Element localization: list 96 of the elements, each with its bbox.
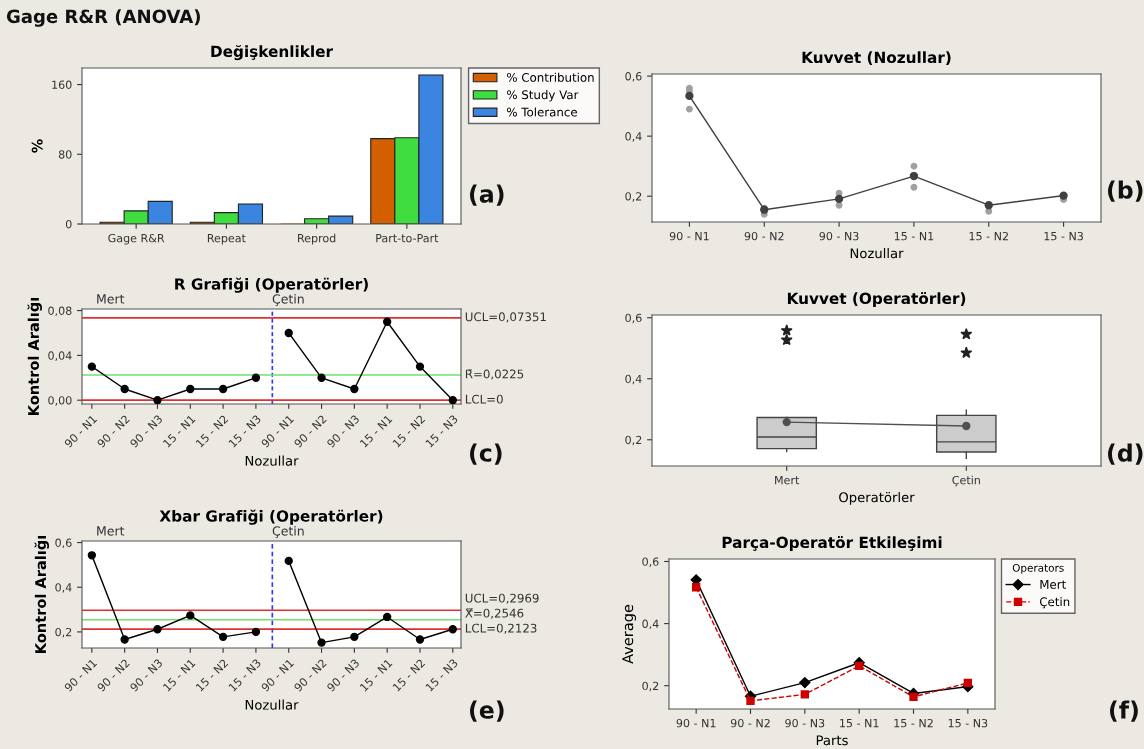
- ref-line-label: LCL=0,2123: [465, 623, 537, 634]
- x-tick-label: 15 - N3: [425, 414, 459, 448]
- y-tick-label: 0,4: [642, 619, 659, 630]
- x-axis-title: Parts: [816, 735, 848, 746]
- y-tick-label: 0,4: [625, 132, 642, 142]
- text: Gage R&R (ANOVA): [6, 9, 200, 27]
- x-tick-label: 90 - N1: [260, 414, 295, 449]
- text: (b): [1108, 180, 1143, 202]
- text: (a): [470, 184, 504, 206]
- x-tick-label: 90 - N3: [129, 414, 163, 449]
- chart-title: Değişkenlikler: [211, 44, 333, 61]
- x-tick-label: 90 - N2: [293, 414, 327, 449]
- text: Mert: [97, 294, 125, 304]
- legend-label: Mert: [1040, 580, 1066, 589]
- y-tick-label: 0,2: [625, 192, 642, 202]
- text: (f): [1110, 700, 1138, 722]
- x-tick-label: 90 - N2: [96, 414, 130, 449]
- legend-label: % Contribution: [507, 72, 594, 82]
- chart-title: Xbar Grafiği (Operatörler): [159, 509, 383, 525]
- x-tick-label: 90 - N3: [129, 658, 163, 693]
- ref-line-label: R̄=0,0225: [465, 369, 524, 380]
- y-axis-title: Kontrol Aralığı: [27, 298, 42, 415]
- y-tick-label: 0,6: [625, 72, 642, 82]
- x-tick-label: Reprod: [298, 233, 336, 245]
- y-tick-label: 0,6: [625, 313, 642, 324]
- y-axis-title: %: [31, 139, 43, 153]
- x-tick-label: 90 - N1: [669, 231, 709, 241]
- x-tick-label: 90 - N1: [260, 658, 295, 693]
- y-tick-label: 0,2: [625, 435, 642, 446]
- x-tick-label: Part-to-Part: [376, 234, 439, 243]
- ref-line-label: LCL=0: [465, 394, 503, 404]
- x-tick-label: 90 - N2: [96, 658, 130, 693]
- x-tick-label: 15 - N2: [894, 718, 933, 728]
- y-tick-label: 0,6: [55, 538, 72, 549]
- x-tick-label: 90 - N3: [819, 231, 859, 241]
- x-tick-label: 15 - N2: [195, 414, 229, 448]
- x-tick-label: 90 - N1: [63, 658, 98, 693]
- text: Çetin: [272, 293, 304, 306]
- text: (d): [1108, 443, 1143, 465]
- x-tick-label: 90 - N1: [63, 414, 98, 449]
- y-tick-label: 0: [65, 219, 72, 229]
- x-tick-label: 90 - N1: [676, 718, 716, 728]
- x-tick-label: 15 - N3: [228, 414, 262, 448]
- y-tick-label: 0,00: [48, 396, 72, 406]
- x-tick-label: 15 - N3: [948, 718, 988, 728]
- legend-title: Operators: [1012, 563, 1064, 574]
- y-tick-label: 0,08: [48, 306, 72, 317]
- chart-title: R Grafiği (Operatörler): [175, 277, 368, 293]
- x-tick-label: 15 - N1: [894, 232, 934, 241]
- x-tick-label: 90 - N2: [293, 658, 327, 693]
- x-tick-label: 15 - N1: [359, 658, 393, 692]
- x-axis-title: Nozullar: [245, 455, 299, 466]
- x-tick-label: 90 - N2: [730, 718, 770, 728]
- x-tick-label: 15 - N1: [840, 719, 879, 728]
- legend-label: Çetin: [1039, 597, 1070, 609]
- text: Mert: [97, 526, 125, 536]
- x-tick-label: 90 - N3: [326, 414, 360, 449]
- y-tick-label: 0,2: [642, 681, 659, 692]
- x-tick-label: 15 - N2: [969, 231, 1008, 241]
- y-axis-title: Kontrol Aralığı: [34, 536, 50, 653]
- x-tick-label: 90 - N3: [785, 718, 825, 728]
- ref-line-label: UCL=0,2969: [465, 593, 539, 604]
- y-tick-label: 0,4: [55, 583, 72, 593]
- y-tick-label: 160: [52, 80, 72, 89]
- x-tick-label: 15 - N2: [392, 658, 426, 692]
- chart-title: Parça-Operatör Etkileşimi: [722, 536, 942, 552]
- y-tick-label: 80: [58, 150, 72, 159]
- chart-title: Kuvvet (Nozullar): [802, 51, 951, 65]
- y-tick-label: 0,04: [48, 351, 72, 361]
- x-tick-label: 90 - N3: [326, 658, 360, 693]
- x-axis-title: Nozullar: [245, 699, 299, 710]
- y-tick-label: 0,2: [55, 627, 72, 638]
- ref-line-label: UCL=0,07351: [465, 312, 546, 323]
- x-tick-label: 15 - N1: [359, 414, 393, 448]
- chart-title: Kuvvet (Operatörler): [787, 292, 966, 308]
- x-tick-label: 15 - N2: [392, 414, 426, 448]
- legend-label: % Study Var: [507, 90, 579, 102]
- x-tick-label: Gage R&R: [108, 233, 165, 245]
- text: Çetin: [272, 525, 304, 538]
- x-tick-label: 15 - N1: [162, 414, 196, 448]
- x-axis-title: Nozullar: [850, 248, 904, 259]
- x-tick-label: 15 - N1: [162, 658, 196, 692]
- text: (c): [470, 443, 502, 465]
- legend-label: % Tolerance: [507, 107, 577, 117]
- y-axis-title: Average: [622, 604, 637, 664]
- x-tick-label: Repeat: [207, 234, 246, 245]
- x-tick-label: 15 - N3: [1044, 231, 1083, 241]
- text: (e): [470, 700, 504, 722]
- x-tick-label: 15 - N2: [195, 658, 229, 692]
- x-tick-label: 90 - N2: [744, 231, 784, 241]
- x-tick-label: 15 - N3: [228, 658, 262, 692]
- y-tick-label: 0,4: [625, 374, 642, 385]
- y-tick-label: 0,6: [642, 557, 659, 567]
- ref-line-label: X̿=0,2546: [465, 608, 524, 619]
- x-axis-title: Operatörler: [839, 492, 915, 505]
- x-tick-label: 15 - N3: [425, 658, 459, 692]
